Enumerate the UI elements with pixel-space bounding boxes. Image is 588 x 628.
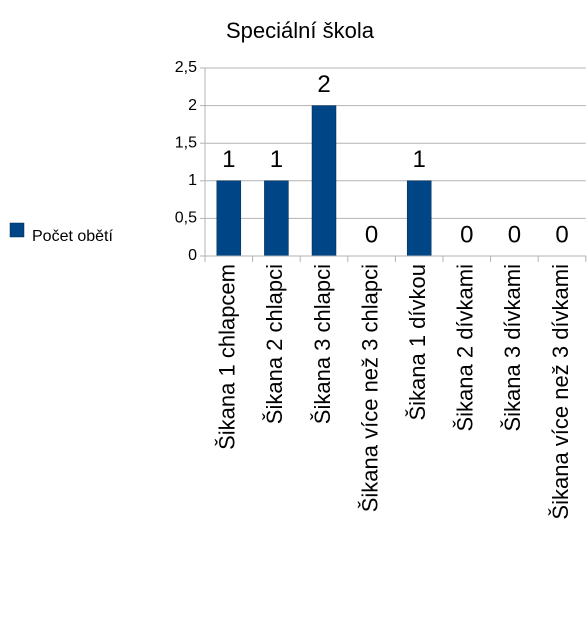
- y-tick-label: 1: [188, 172, 197, 189]
- legend-swatch: [9, 222, 25, 238]
- data-label: 0: [555, 221, 568, 248]
- x-tick-label: Šikana 1 chlapcem: [215, 264, 240, 450]
- data-label: 0: [365, 221, 378, 248]
- bar: [216, 180, 242, 257]
- chart-title: Speciální škola: [226, 18, 375, 43]
- x-tick-label: Šikana 3 dívkami: [500, 264, 525, 432]
- y-tick-label: 2,5: [175, 59, 197, 76]
- data-label: 1: [270, 146, 283, 173]
- bar: [311, 105, 337, 257]
- data-label: 2: [317, 71, 330, 98]
- legend-label: Počet obětí: [32, 228, 114, 245]
- y-tick-label: 0,5: [175, 210, 197, 227]
- x-tick-label: Šikana 2 dívkami: [453, 264, 478, 432]
- data-label: 0: [508, 221, 521, 248]
- y-tick-label: 0: [188, 247, 197, 264]
- y-tick-label: 2: [188, 97, 197, 114]
- x-tick-label: Šikana 1 dívkou: [405, 264, 430, 421]
- x-tick-label: Šikana více než 3 chlapci: [357, 264, 382, 512]
- x-tick-label: Šikana 2 chlapci: [262, 264, 287, 424]
- data-label: 0: [460, 221, 473, 248]
- x-tick-label: Šikana 3 chlapci: [310, 264, 335, 424]
- bar: [406, 180, 432, 257]
- x-tick-label: Šikana více než 3 dívkami: [548, 264, 573, 520]
- data-label: 1: [222, 146, 235, 173]
- y-tick-label: 1,5: [175, 134, 197, 151]
- bar: [264, 180, 289, 257]
- data-label: 1: [413, 146, 426, 173]
